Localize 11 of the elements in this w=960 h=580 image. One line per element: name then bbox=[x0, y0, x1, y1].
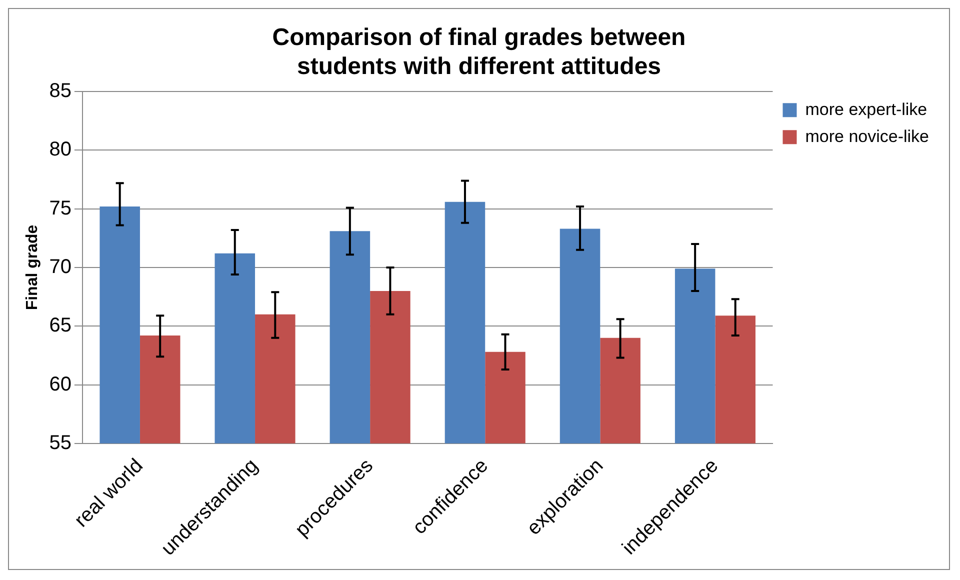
y-tick-label: 80 bbox=[49, 138, 72, 161]
y-tick-label: 65 bbox=[49, 314, 72, 337]
y-tick-label: 70 bbox=[49, 256, 72, 278]
y-axis-title: Final grade bbox=[24, 224, 42, 310]
y-tick-label: 55 bbox=[49, 432, 72, 454]
legend-label: more expert-like bbox=[805, 100, 928, 119]
y-tick-label: 85 bbox=[49, 80, 72, 102]
legend-label: more novice-like bbox=[805, 126, 929, 146]
y-tick-label: 75 bbox=[49, 197, 72, 220]
y-tick-label: 60 bbox=[49, 373, 72, 396]
chart-title: Comparison of final grades between students with different attitudes bbox=[272, 24, 686, 80]
